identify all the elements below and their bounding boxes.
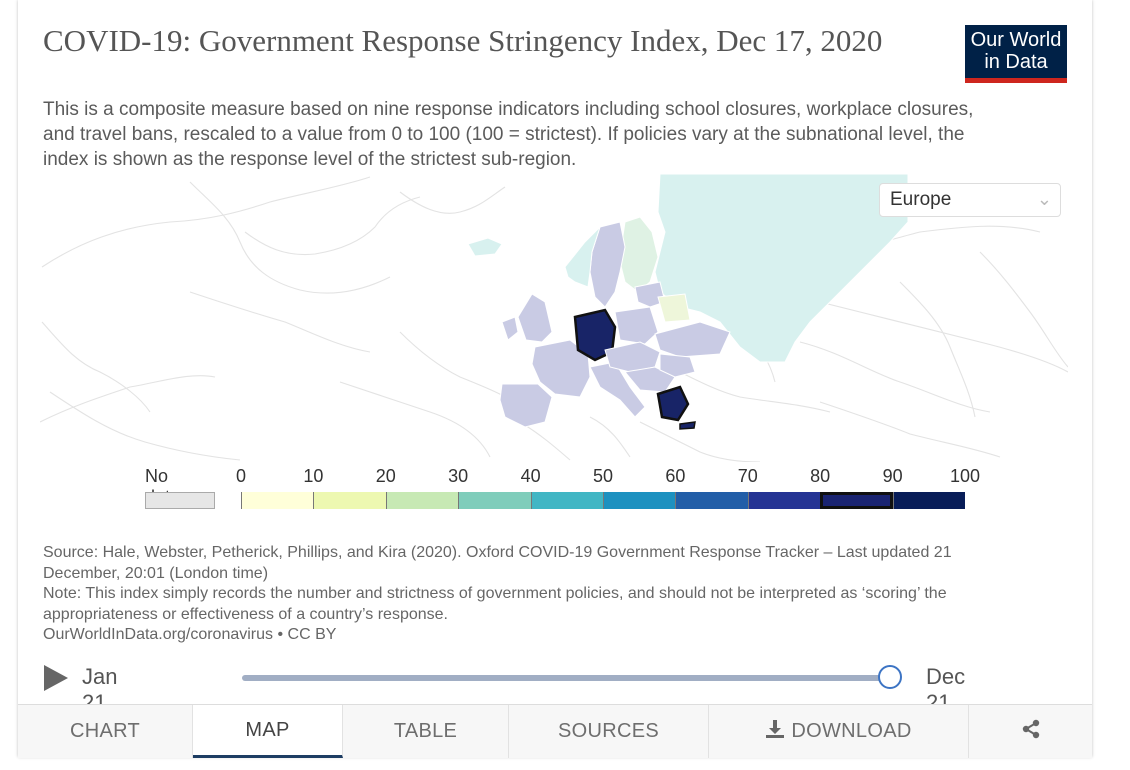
- spain: [499, 383, 553, 428]
- norway: [564, 226, 601, 288]
- source-text: Source: Hale, Webster, Petherick, Philli…: [43, 544, 952, 582]
- owid-logo[interactable]: Our World in Data: [965, 25, 1067, 83]
- legend-bin[interactable]: [675, 492, 748, 509]
- uk: [517, 293, 553, 343]
- legend-bin[interactable]: [241, 492, 314, 509]
- legend-tick-label: 80: [810, 466, 831, 486]
- europe-countries: [467, 173, 909, 430]
- source-notes: Source: Hale, Webster, Petherick, Philli…: [43, 543, 1033, 646]
- note-text: Note: This index simply records the numb…: [43, 585, 947, 623]
- belarus: [657, 293, 691, 323]
- share-icon: [1020, 718, 1042, 746]
- tab-download[interactable]: DOWNLOAD: [709, 705, 969, 758]
- ireland: [501, 316, 519, 341]
- tab-table[interactable]: TABLE: [343, 705, 509, 758]
- legend-bin[interactable]: [458, 492, 531, 509]
- legend-bin[interactable]: [747, 492, 821, 509]
- legend-tick-label: 20: [375, 466, 396, 486]
- play-icon[interactable]: [44, 665, 68, 691]
- legend-tick-label: 10: [303, 466, 324, 486]
- region-select-value: Europe: [890, 189, 952, 210]
- tab-map[interactable]: MAP: [193, 705, 343, 758]
- tab-chart[interactable]: CHART: [18, 705, 193, 758]
- tab-sources-label: SOURCES: [557, 720, 659, 742]
- page-title: COVID-19: Government Response Stringency…: [43, 23, 883, 58]
- timeline-handle[interactable]: [878, 665, 902, 689]
- legend-tick-label: 90: [882, 466, 903, 486]
- legend-tick-label: 0: [235, 466, 247, 486]
- map-svg: [40, 173, 1068, 462]
- page-subtitle: This is a composite measure based on nin…: [43, 99, 974, 170]
- legend-bin[interactable]: [385, 492, 459, 509]
- chevron-down-icon: ⌄: [1036, 189, 1052, 209]
- legend-tick-label: 60: [665, 466, 686, 486]
- timeline-track[interactable]: [242, 675, 890, 681]
- legend-bin[interactable]: [530, 492, 603, 509]
- tab-bar: CHART MAP TABLE SOURCES DOWNLOAD: [18, 704, 1092, 758]
- logo-line-1: Our World: [970, 29, 1062, 51]
- legend-bin[interactable]: [603, 492, 676, 509]
- tab-map-label: MAP: [245, 718, 290, 741]
- france: [531, 339, 591, 398]
- greece: [656, 385, 690, 422]
- logo-line-2: in Data: [984, 51, 1048, 73]
- legend-tick-label: 50: [592, 466, 614, 486]
- tab-chart-label: CHART: [69, 720, 141, 742]
- finland: [619, 216, 659, 293]
- tab-table-label: TABLE: [393, 720, 458, 742]
- legend-bin[interactable]: [892, 492, 965, 509]
- legend-bin[interactable]: [313, 492, 386, 509]
- world-map: [40, 172, 1068, 462]
- romania: [659, 353, 696, 378]
- legend-tick-label: 70: [737, 466, 758, 486]
- ukraine: [654, 321, 731, 358]
- tab-download-label: DOWNLOAD: [791, 720, 912, 742]
- region-select[interactable]: Europe ⌄: [879, 183, 1061, 217]
- url-license[interactable]: OurWorldInData.org/coronavirus • CC BY: [43, 626, 337, 643]
- russia: [654, 173, 909, 363]
- baltics: [634, 281, 666, 308]
- iceland: [467, 237, 503, 257]
- legend-no-data-swatch: [145, 492, 215, 509]
- world-outlines: [40, 176, 1068, 462]
- tab-sources[interactable]: SOURCES: [509, 705, 709, 758]
- legend-tick-label: 30: [448, 466, 469, 486]
- download-icon: [765, 719, 785, 745]
- crete: [679, 421, 696, 430]
- legend-tick-label: 40: [520, 466, 541, 486]
- legend-bin[interactable]: [820, 492, 893, 509]
- poland: [614, 306, 659, 345]
- tab-share[interactable]: [969, 705, 1092, 758]
- legend-tick-label: 100: [949, 466, 981, 486]
- balkans: [624, 366, 676, 393]
